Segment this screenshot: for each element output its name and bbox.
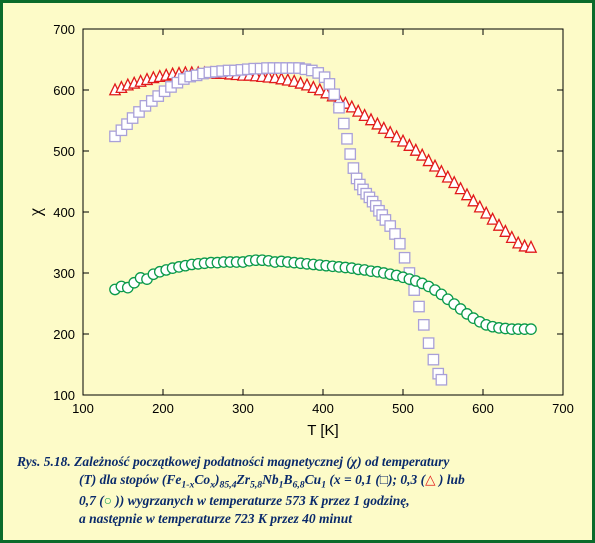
- triangle-icon: △: [425, 472, 435, 487]
- circle-icon: ○: [104, 493, 112, 508]
- figure-caption: Rys. 5.18. Zależność początkowej podatno…: [17, 453, 578, 528]
- svg-text:100: 100: [72, 401, 94, 416]
- svg-text:χ: χ: [25, 208, 45, 217]
- svg-text:400: 400: [53, 205, 75, 220]
- svg-text:300: 300: [53, 266, 75, 281]
- svg-text:600: 600: [53, 83, 75, 98]
- svg-text:300: 300: [232, 401, 254, 416]
- svg-text:500: 500: [392, 401, 414, 416]
- svg-text:500: 500: [53, 144, 75, 159]
- svg-text:700: 700: [552, 401, 574, 416]
- svg-text:T [K]: T [K]: [307, 422, 338, 439]
- svg-text:400: 400: [312, 401, 334, 416]
- fig-label: Rys. 5.18.: [17, 454, 71, 469]
- svg-text:700: 700: [53, 22, 75, 37]
- svg-text:600: 600: [472, 401, 494, 416]
- square-icon: □: [380, 472, 388, 487]
- svg-text:200: 200: [152, 401, 174, 416]
- cap-line1: Zależność początkowej podatności magnety…: [74, 454, 449, 469]
- chart-svg: 100 200 300 400 500 600 700 100 200 300 400 500 600 7…: [21, 15, 581, 445]
- svg-text:100: 100: [53, 388, 75, 403]
- chart-area: 100 200 300 400 500 600 700 100 200 300 400 500 600 7…: [21, 15, 581, 445]
- svg-text:200: 200: [53, 327, 75, 342]
- figure-panel: { "chart": { "type": "scatter", "backgro…: [0, 0, 595, 543]
